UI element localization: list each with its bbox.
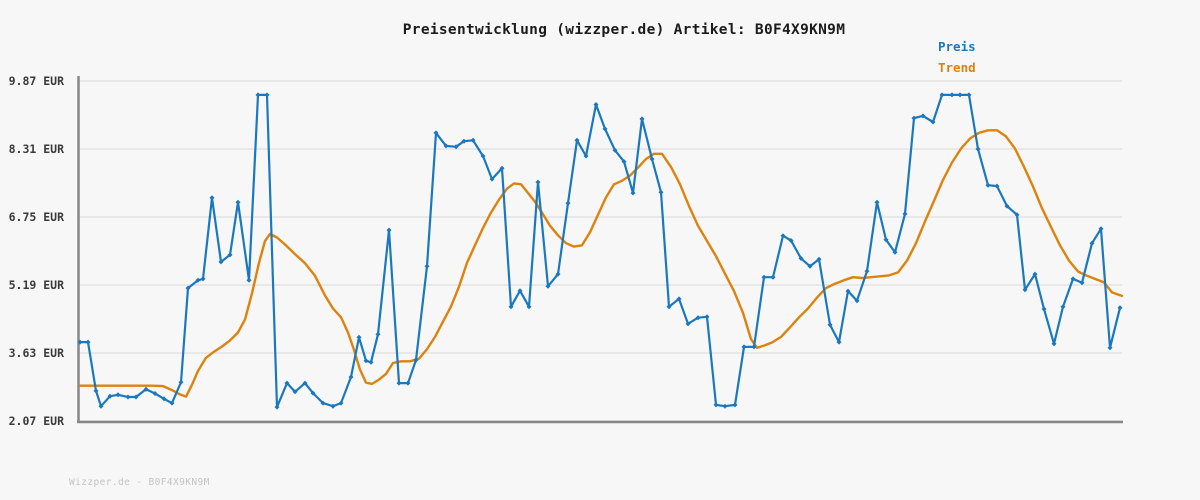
y-tick-label: 5.19 EUR — [8, 278, 64, 292]
y-tick-label: 3.63 EUR — [8, 346, 64, 360]
legend-item-trend: Trend — [938, 60, 976, 75]
series-markers-preis — [77, 92, 1123, 410]
watermark-text: Wizzper.de - B0F4X9KN9M — [69, 477, 210, 488]
y-tick-label: 2.07 EUR — [8, 414, 64, 428]
series-line-preis — [78, 93, 1122, 409]
series-line-trend — [78, 129, 1124, 398]
legend-item-preis: Preis — [938, 39, 976, 54]
chart-title: Preisentwicklung (wizzper.de) Artikel: B… — [402, 22, 846, 38]
y-tick-label: 9.87 EUR — [8, 74, 64, 88]
y-tick-label: 8.31 EUR — [8, 142, 64, 156]
y-tick-label: 6.75 EUR — [8, 210, 64, 224]
